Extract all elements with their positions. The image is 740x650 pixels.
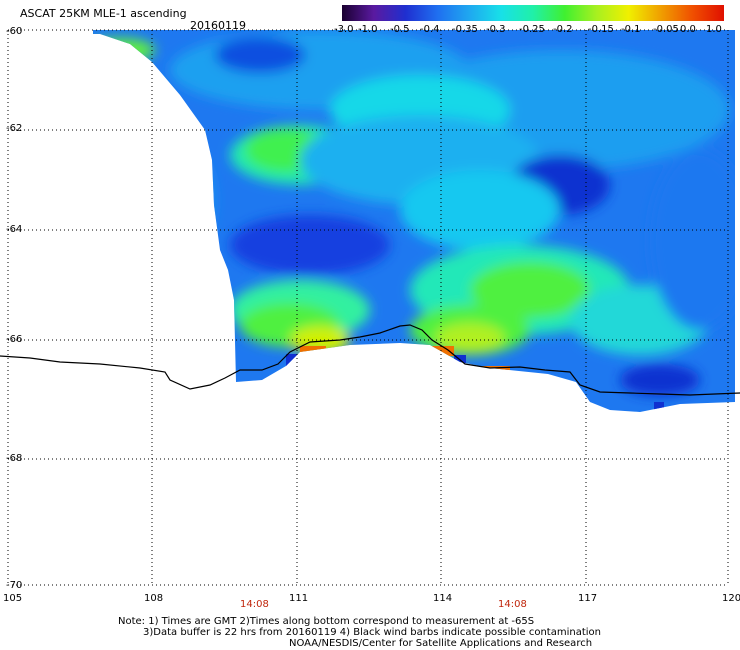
wind-field-cell	[286, 354, 300, 366]
lat-label: -64	[6, 224, 23, 235]
wind-field-cell	[430, 346, 454, 356]
date-label: 20160119	[190, 19, 246, 32]
wind-field-patch	[650, 150, 735, 330]
wind-field-patch	[620, 364, 700, 396]
wind-field-patch	[165, 150, 215, 250]
color-scale-tick-label: -0.3	[486, 24, 506, 35]
lat-label: -66	[6, 334, 23, 345]
chart-title: ASCAT 25KM MLE-1 ascending	[20, 7, 187, 20]
color-scale-tick-label: -0.1	[621, 24, 641, 35]
wind-field-patch	[230, 215, 390, 275]
color-scale-tick-label: -0.15	[588, 24, 614, 35]
wind-field-patch	[400, 170, 560, 250]
lon-label: 105	[3, 593, 23, 604]
antarctic-coastline	[0, 324, 740, 396]
color-scale-tick-label: 1.0	[706, 24, 722, 35]
lat-label: -70	[6, 580, 23, 591]
color-scale-gradient	[342, 5, 724, 21]
pass-time-label: 14:08	[498, 599, 527, 610]
color-scale-tick-label: -0.05	[653, 24, 679, 35]
lon-label: 111	[289, 593, 309, 604]
color-scale-bar	[342, 5, 724, 21]
lat-label: -60	[6, 26, 23, 37]
footnote-line: 3)Data buffer is 22 hrs from 20160119 4)…	[143, 627, 601, 638]
data-swath	[93, 30, 735, 412]
lon-label: 120	[722, 593, 740, 604]
wind-field-patch	[93, 38, 155, 62]
wind-field-patch	[215, 37, 305, 73]
wind-field-patch	[470, 262, 590, 318]
color-scale-tick-label: -0.2	[553, 24, 573, 35]
wind-field-patch	[435, 323, 505, 353]
lon-label: 114	[433, 593, 453, 604]
map-grid	[7, 29, 729, 586]
lat-label: -62	[6, 123, 23, 134]
color-scale-tick-label: -1.0	[358, 24, 378, 35]
wind-field-cell	[654, 402, 664, 412]
footnote-credit: NOAA/NESDIS/Center for Satellite Applica…	[289, 638, 593, 649]
color-scale-tick-label: -0.4	[420, 24, 440, 35]
color-scale-tick-label: 0.0	[680, 24, 696, 35]
color-scale-tick-label: -0.35	[452, 24, 478, 35]
wind-field-cell	[300, 346, 326, 358]
footnote-line: Note: 1) Times are GMT 2)Times along bot…	[118, 616, 535, 627]
color-scale-tick-label: -0.25	[519, 24, 545, 35]
color-scale-tick-label: -3.0	[334, 24, 354, 35]
lat-label: -68	[6, 453, 23, 464]
lon-label: 117	[578, 593, 598, 604]
lon-label: 108	[144, 593, 164, 604]
pass-time-label: 14:08	[240, 599, 269, 610]
color-scale-tick-label: -0.5	[390, 24, 410, 35]
